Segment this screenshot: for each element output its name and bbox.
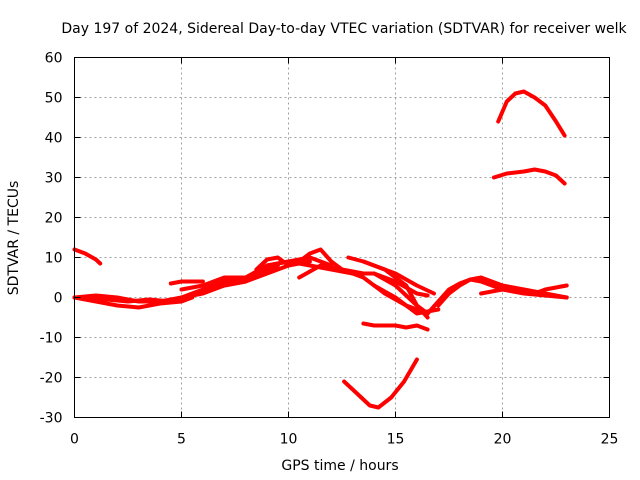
x-tick-label: 10 — [280, 432, 298, 448]
series-arc-7 — [200, 263, 280, 292]
y-tick-label: 20 — [45, 211, 63, 227]
x-tick-label: 25 — [601, 432, 619, 448]
series-arc-3 — [72, 295, 195, 310]
grid-layer — [74, 57, 610, 418]
x-tick-label: 20 — [494, 432, 512, 448]
series-arc-15 — [372, 271, 430, 316]
y-tick-label: 50 — [45, 91, 63, 107]
y-tick-label: 10 — [45, 251, 63, 267]
series-arc-19 — [361, 321, 430, 332]
chart-title: Day 197 of 2024, Sidereal Day-to-day VTE… — [61, 21, 627, 37]
y-tick-label: 60 — [45, 51, 63, 67]
series-arc-4 — [83, 279, 248, 304]
x-tick-label: 5 — [177, 432, 186, 448]
y-tick-label: 40 — [45, 131, 63, 147]
x-tick-label: 15 — [387, 432, 405, 448]
y-tick-label: -20 — [40, 371, 63, 387]
series-arc-18 — [479, 283, 569, 296]
series-arc-1 — [72, 247, 103, 266]
x-axis-label: GPS time / hours — [281, 458, 398, 474]
y-tick-label: 30 — [45, 171, 63, 187]
series-arc-20 — [342, 357, 419, 410]
y-tick-label: 0 — [54, 291, 63, 307]
series-arc-22 — [491, 167, 567, 186]
series-arc-14 — [372, 283, 430, 316]
series-arc-21 — [496, 89, 567, 138]
y-axis-label: SDTVAR / TECUs — [6, 181, 22, 296]
series-layer — [72, 89, 569, 410]
x-tick-label: 0 — [70, 432, 79, 448]
plot-frame — [74, 57, 610, 418]
y-tick-label: -10 — [40, 331, 63, 347]
series-arc-5 — [168, 279, 205, 286]
y-tick-label: -30 — [40, 411, 63, 427]
tick-layer: 0 5 10 15 20 25 -30 -20 -10 0 10 20 30 40 50 60 — [40, 51, 619, 448]
series-arc-12 — [340, 267, 441, 316]
